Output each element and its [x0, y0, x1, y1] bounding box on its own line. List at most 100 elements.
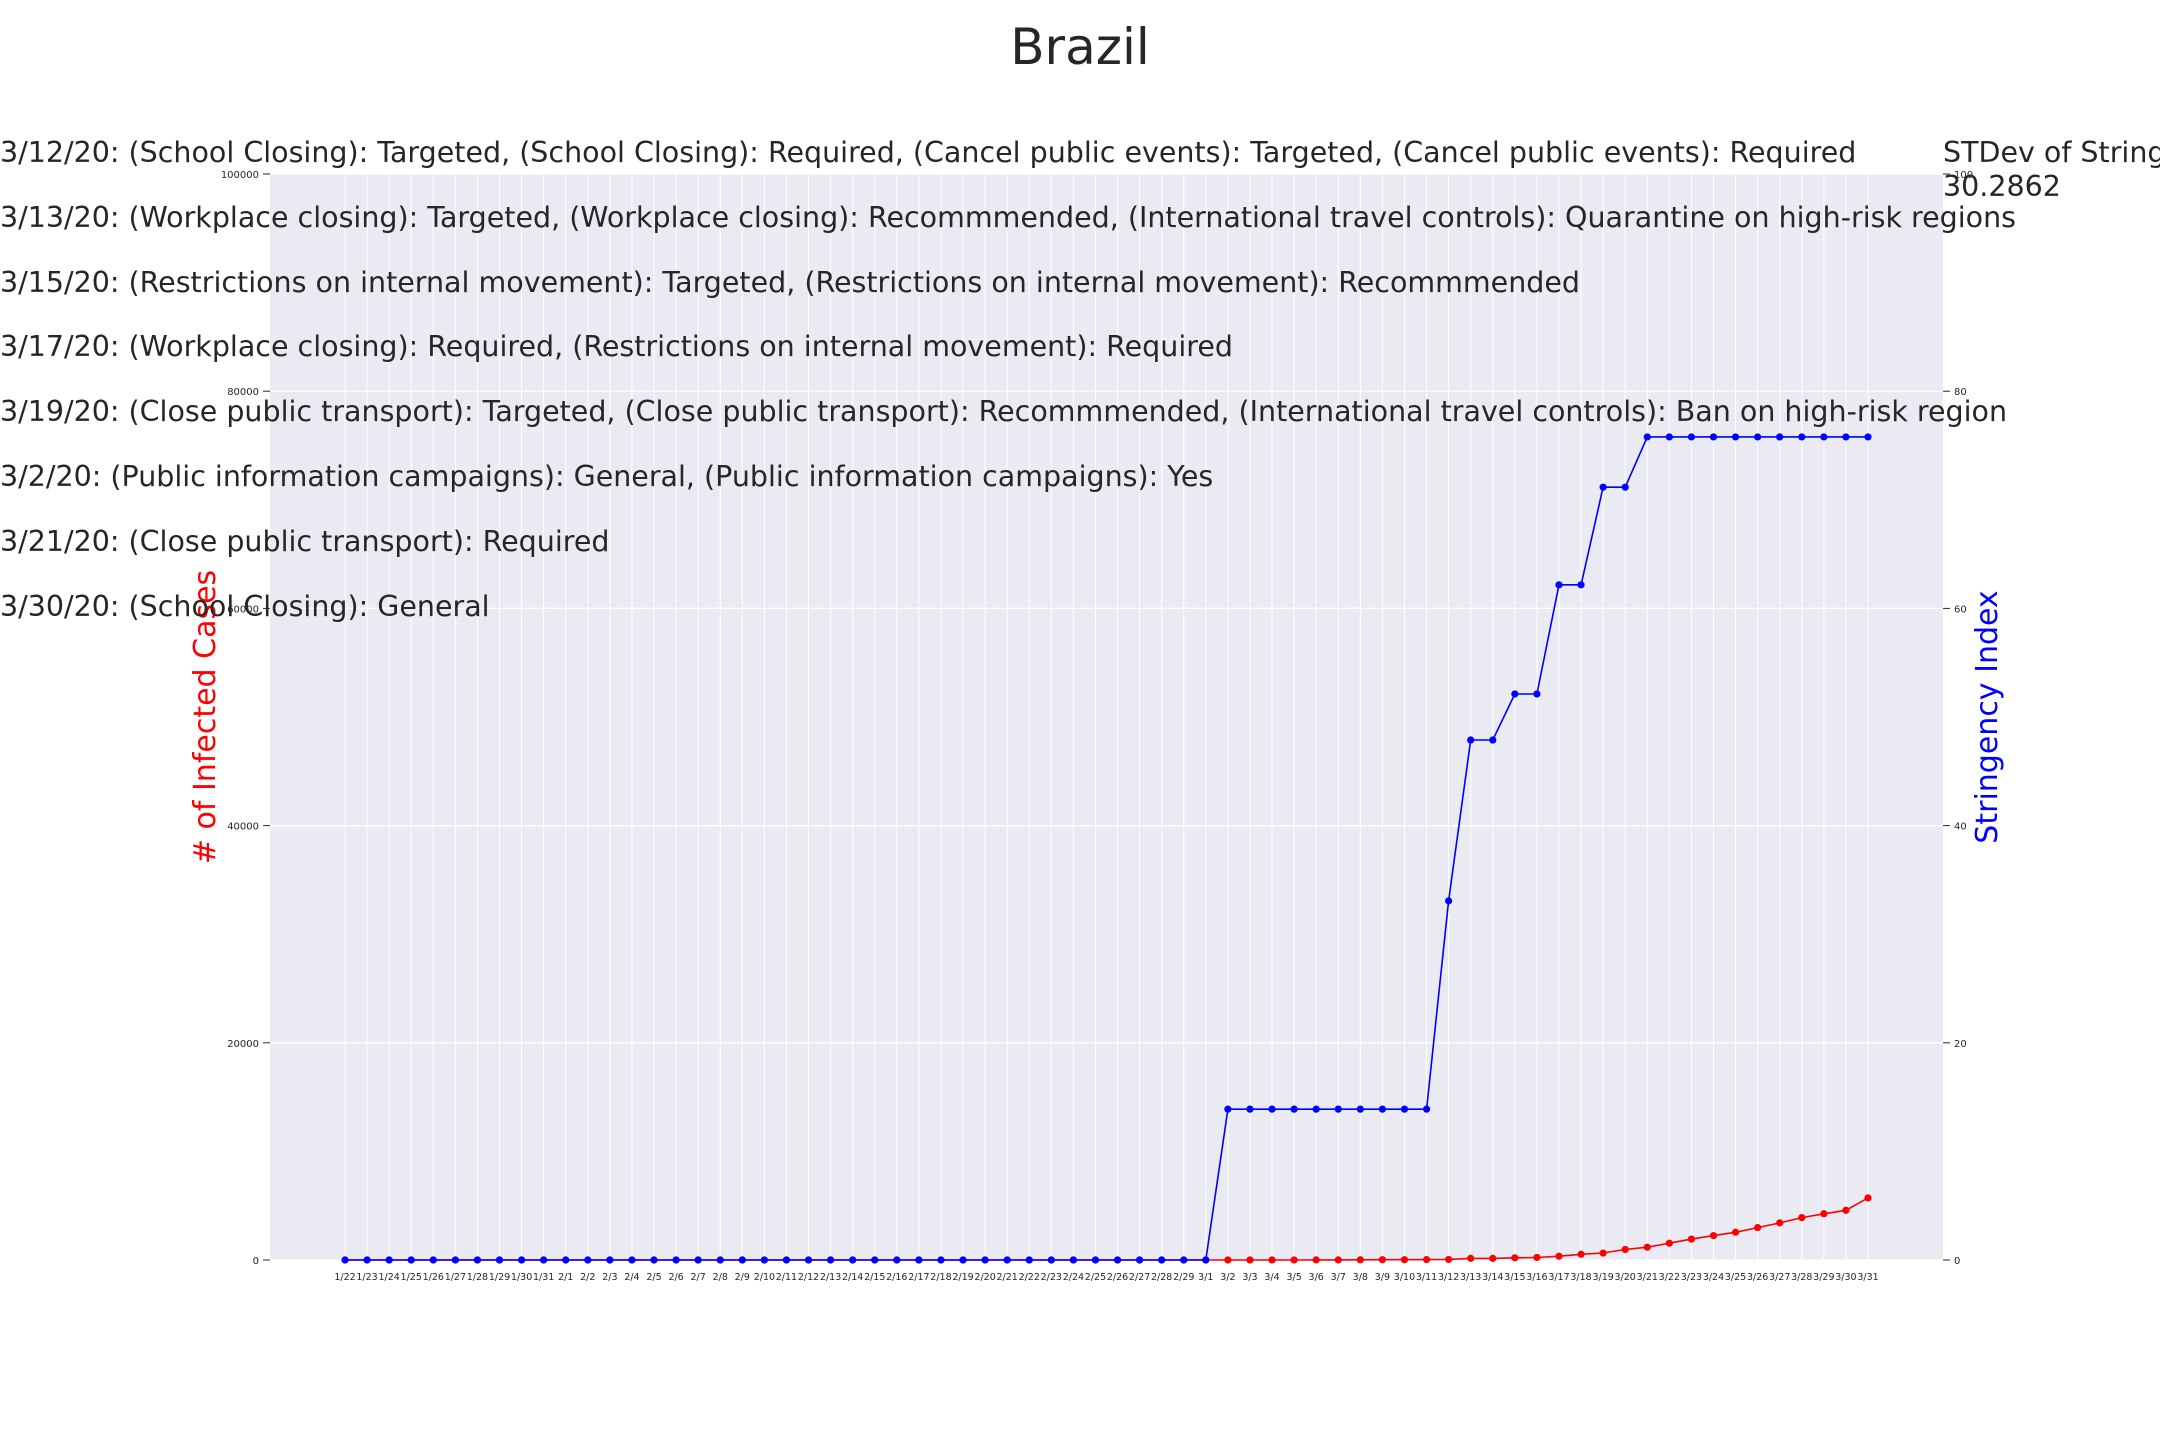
x-tick-label: 3/21: [1637, 1272, 1658, 1283]
stringency-point: [1334, 1105, 1342, 1113]
stringency-point: [1665, 433, 1673, 441]
stringency-point: [495, 1256, 504, 1264]
cases-point: [1643, 1243, 1651, 1251]
cases-point: [1422, 1255, 1431, 1264]
cases-point: [1533, 1253, 1541, 1262]
stringency-point: [915, 1256, 923, 1264]
cases-point: [1445, 1255, 1453, 1264]
x-tick-label: 2/4: [624, 1272, 639, 1283]
y-tick-label: 40000: [227, 822, 259, 833]
x-tick-label: 3/30: [1835, 1272, 1856, 1283]
cases-point: [1467, 1254, 1475, 1262]
cases-point: [1776, 1219, 1784, 1227]
x-tick-label: 1/30: [511, 1272, 532, 1283]
stringency-point: [1378, 1105, 1387, 1113]
x-tick-label: 3/23: [1681, 1272, 1702, 1283]
cases-point: [1290, 1256, 1298, 1264]
stringency-point: [1400, 1105, 1409, 1113]
cases-point: [1731, 1228, 1740, 1236]
x-tick-label: 3/3: [1242, 1272, 1257, 1283]
x-tick-label: 2/6: [668, 1272, 683, 1283]
x-tick-label: 1/28: [467, 1272, 488, 1283]
stringency-point: [1577, 581, 1585, 589]
stringency-point: [1445, 897, 1453, 905]
x-tick-label: 2/20: [974, 1272, 995, 1283]
stringency-point: [1864, 433, 1872, 441]
stringency-point: [1202, 1256, 1210, 1264]
x-tick-label: 2/9: [735, 1272, 750, 1283]
x-tick-label: 1/26: [423, 1272, 444, 1283]
cases-point: [1577, 1250, 1585, 1258]
cases-point: [1356, 1256, 1364, 1264]
stringency-point: [1798, 433, 1806, 441]
stringency-point: [1555, 581, 1563, 589]
x-tick-label: 3/1: [1198, 1272, 1213, 1283]
stringency-point: [1599, 483, 1607, 491]
stringency-point: [893, 1256, 901, 1264]
x-tick-label: 2/11: [776, 1272, 797, 1283]
cases-point: [1555, 1252, 1563, 1260]
x-tick-label: 3/9: [1375, 1272, 1390, 1283]
y-axis-label: # of Infected Cases: [188, 570, 223, 864]
stringency-point: [1224, 1105, 1232, 1113]
y-tick-label: 60000: [227, 604, 259, 615]
stringency-point: [849, 1256, 857, 1264]
policy-annotation: 3/13/20: (Workplace closing): Targeted, …: [0, 201, 2017, 234]
x-tick-label: 3/12: [1438, 1272, 1459, 1283]
x-tick-label: 2/3: [602, 1272, 617, 1283]
y2-tick-label: 40: [1954, 822, 1967, 833]
stdev-label: STDev of Stringe: [1943, 136, 2160, 169]
stringency-point: [1025, 1256, 1033, 1264]
y2-tick-label: 80: [1954, 387, 1967, 398]
x-tick-label: 2/17: [908, 1272, 929, 1283]
stringency-point: [826, 1256, 835, 1264]
x-tick-label: 3/5: [1286, 1272, 1301, 1283]
x-tick-label: 2/29: [1173, 1272, 1194, 1283]
x-tick-label: 3/14: [1482, 1272, 1503, 1283]
x-tick-label: 2/25: [1085, 1272, 1106, 1283]
cases-point: [1665, 1239, 1673, 1247]
stdev-value: 30.2862: [1943, 170, 2061, 203]
x-tick-label: 2/7: [691, 1272, 706, 1283]
stringency-point: [672, 1256, 680, 1264]
stringency-point: [1003, 1256, 1011, 1264]
x-tick-label: 2/22: [1019, 1272, 1040, 1283]
policy-annotation: 3/19/20: (Close public transport): Targe…: [0, 395, 2008, 428]
x-tick-label: 2/19: [952, 1272, 973, 1283]
x-tick-label: 3/10: [1394, 1272, 1415, 1283]
x-tick-label: 3/27: [1769, 1272, 1790, 1283]
x-tick-label: 3/24: [1703, 1272, 1724, 1283]
y2-tick-label: 0: [1954, 1256, 1960, 1267]
x-tick-label: 2/28: [1151, 1272, 1172, 1283]
stringency-point: [1113, 1256, 1122, 1264]
stringency-point: [1246, 1105, 1254, 1113]
cases-point: [1378, 1256, 1387, 1264]
x-tick-label: 1/27: [445, 1272, 466, 1283]
stringency-point: [606, 1256, 614, 1264]
x-tick-label: 2/18: [930, 1272, 951, 1283]
cases-point: [1489, 1254, 1497, 1262]
stringency-point: [1312, 1105, 1320, 1113]
policy-annotation: 3/12/20: (School Closing): Targeted, (Sc…: [0, 136, 1857, 169]
stringency-point: [1621, 483, 1629, 491]
y2-tick-label: 100: [1954, 170, 1973, 181]
x-tick-label: 3/11: [1416, 1272, 1437, 1283]
x-tick-label: 2/1: [558, 1272, 573, 1283]
x-tick-label: 3/29: [1813, 1272, 1834, 1283]
x-tick-label: 3/20: [1615, 1272, 1636, 1283]
cases-point: [1224, 1256, 1232, 1264]
x-tick-label: 2/5: [646, 1272, 661, 1283]
x-tick-label: 2/8: [713, 1272, 728, 1283]
stringency-point: [1533, 690, 1541, 698]
policy-annotation: 3/21/20: (Close public transport): Requi…: [0, 525, 610, 558]
stringency-point: [716, 1256, 724, 1264]
x-tick-label: 3/18: [1570, 1272, 1591, 1283]
x-tick-label: 3/7: [1331, 1272, 1346, 1283]
stringency-point: [473, 1256, 482, 1264]
stringency-point: [1180, 1256, 1188, 1264]
y2-tick-label: 20: [1954, 1039, 1967, 1050]
cases-point: [1820, 1210, 1828, 1218]
stringency-point: [363, 1256, 371, 1264]
policy-annotation: 3/2/20: (Public information campaigns): …: [0, 460, 1214, 493]
stringency-line: [345, 436, 1868, 1261]
